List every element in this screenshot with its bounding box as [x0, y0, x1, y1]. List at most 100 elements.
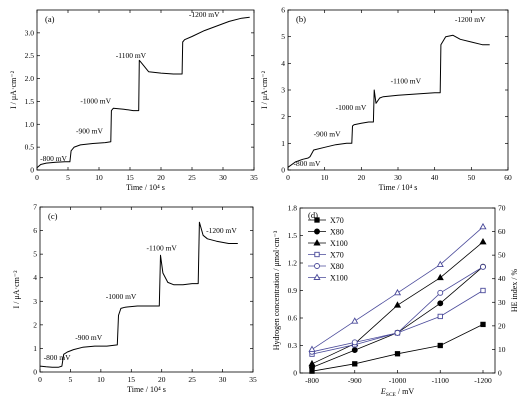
potential-annotation: -800 mV: [294, 159, 321, 168]
x-tick-label: 35: [249, 375, 257, 384]
potential-annotation: -1000 mV: [336, 103, 367, 112]
data-point-triangle: [313, 273, 321, 280]
y-tick-label: 0: [293, 369, 297, 378]
data-point-triangle: [308, 359, 316, 367]
data-point-circle: [437, 300, 444, 307]
y-tick-label: 0: [30, 166, 34, 175]
data-point-square: [480, 321, 486, 328]
potential-annotation: -1200 mV: [206, 226, 237, 235]
data-point-square: [480, 287, 486, 294]
y-tick-label: 0.5: [25, 143, 35, 152]
legend-label: X80: [330, 262, 344, 271]
data-point-circle: [351, 347, 358, 354]
y-axis-label: I / μA·cm⁻²: [12, 270, 21, 309]
y-tick-label: 0: [281, 166, 285, 175]
y-tick-label: 6: [281, 6, 285, 15]
data-point-circle: [314, 228, 320, 235]
panel-label: (b): [296, 14, 306, 24]
x-tick-label: 10: [321, 173, 329, 182]
potential-annotation: -1100 mV: [116, 51, 147, 60]
current-trace: [287, 34, 490, 168]
x-axis-label: Time / 10⁴ s: [127, 385, 166, 394]
plot-frame: [36, 9, 255, 171]
panel-b-chart: 0 10 20 30 40 50 60 0 1 2 3 4 5 6 -800 mV -900 mV -1000 …: [260, 6, 512, 193]
x-tick-label: -1000: [389, 376, 407, 385]
potential-annotation: -900 mV: [314, 130, 341, 139]
y2-tick-label: 50: [498, 251, 506, 260]
x-tick-label: 20: [158, 375, 166, 384]
y-tick-label: 1.0: [25, 120, 35, 129]
x-tick-label: 10: [95, 173, 103, 182]
data-point-circle: [437, 289, 444, 296]
current-trace: [36, 16, 250, 169]
y2-tick-label: 60: [498, 227, 506, 236]
x-axis-label: Time / 10⁴ s: [379, 183, 418, 192]
y-tick-label: 7: [33, 203, 37, 212]
data-point-square: [437, 342, 443, 349]
panel-d-chart: -800 -900 -1000 -1100 -1200 0 0.3 0.6 0.9 1.2 1.5 1…: [272, 204, 519, 399]
y-tick-label: 1.5: [288, 231, 298, 240]
y-tick-label: 1.5: [25, 97, 35, 106]
x-tick-label: 10: [97, 375, 105, 384]
data-point-circle: [314, 263, 320, 269]
legend-label: X80: [330, 228, 344, 237]
y-tick-label: 2.0: [25, 74, 35, 83]
legend-label: X70: [330, 251, 344, 260]
current-trace: [39, 221, 238, 368]
x-tick-label: 5: [69, 375, 73, 384]
y-tick-label: 6: [33, 226, 37, 235]
x-tick-label: 60: [504, 173, 512, 182]
y-tick-label: 2: [33, 320, 37, 329]
y-axis-label: Hydrogen concentration / μmol·cm⁻³: [272, 230, 281, 350]
y-tick-label: 3.0: [25, 28, 35, 37]
x-tick-label: -800: [305, 376, 319, 385]
x-tick-label: 15: [126, 173, 134, 182]
x-tick-label: -900: [348, 376, 362, 385]
x-tick-label: 25: [188, 375, 196, 384]
data-point-square: [394, 351, 401, 357]
series-x100-right: [308, 222, 487, 352]
data-point-square: [314, 251, 320, 258]
data-point-triangle: [308, 345, 316, 352]
data-point-triangle: [479, 237, 487, 245]
y-tick-label: 0.3: [288, 341, 298, 350]
potential-annotation: -1200 mV: [455, 15, 486, 24]
y2-tick-label: 70: [498, 204, 506, 213]
x-tick-label: 20: [358, 173, 366, 182]
data-point-circle: [351, 339, 358, 346]
y-tick-label: 5: [33, 250, 37, 259]
y-tick-label: 3: [281, 86, 285, 95]
y-tick-label: 4: [281, 59, 285, 68]
y-tick-label: 5: [281, 32, 285, 41]
y-tick-label: 4: [33, 273, 37, 282]
data-point-triangle: [436, 273, 444, 281]
y2-tick-label: 20: [498, 321, 506, 330]
x-axis-label: Time / 10⁴ s: [126, 183, 165, 192]
y2-tick-label: 30: [498, 298, 506, 307]
x-tick-label: -1100: [432, 376, 449, 385]
potential-annotation: -1100 mV: [391, 76, 422, 85]
data-point-circle: [480, 263, 486, 270]
legend-label: X70: [330, 216, 344, 225]
legend: X70 X80 X100 X70 X80 X100: [308, 216, 348, 283]
data-point-triangle: [393, 301, 402, 308]
y2-tick-label: 40: [498, 274, 506, 283]
x-tick-label: 40: [431, 173, 439, 182]
y2-tick-label: 10: [498, 345, 506, 354]
y-tick-label: 1: [33, 344, 37, 353]
y-tick-label: 0: [33, 368, 37, 377]
panel-label: (a): [45, 14, 55, 24]
y-tick-label: 1.8: [288, 204, 298, 213]
x-tick-label: 30: [219, 173, 227, 182]
x-tick-label: 0: [286, 173, 290, 182]
panel-a-chart: 0 5 10 15 20 25 30 35 0 0.5 1.0 1.5 2.0 2.5 3.0 -800 mV…: [9, 9, 258, 192]
panel-label: (c): [48, 211, 58, 221]
panel-c-chart: 0 5 10 15 20 25 30 35 0 1 2 3 4 5 6 7 -800 mV -900 mV -100…: [12, 203, 257, 395]
potential-annotation: -1000 mV: [106, 292, 137, 301]
x-tick-label: 30: [394, 173, 402, 182]
y-tick-label: 0.6: [288, 314, 298, 323]
potential-annotation: -800 mV: [44, 353, 71, 362]
y-tick-label: 1.2: [288, 259, 298, 268]
data-point-square: [314, 217, 320, 223]
potential-annotation: -800 mV: [40, 154, 67, 163]
